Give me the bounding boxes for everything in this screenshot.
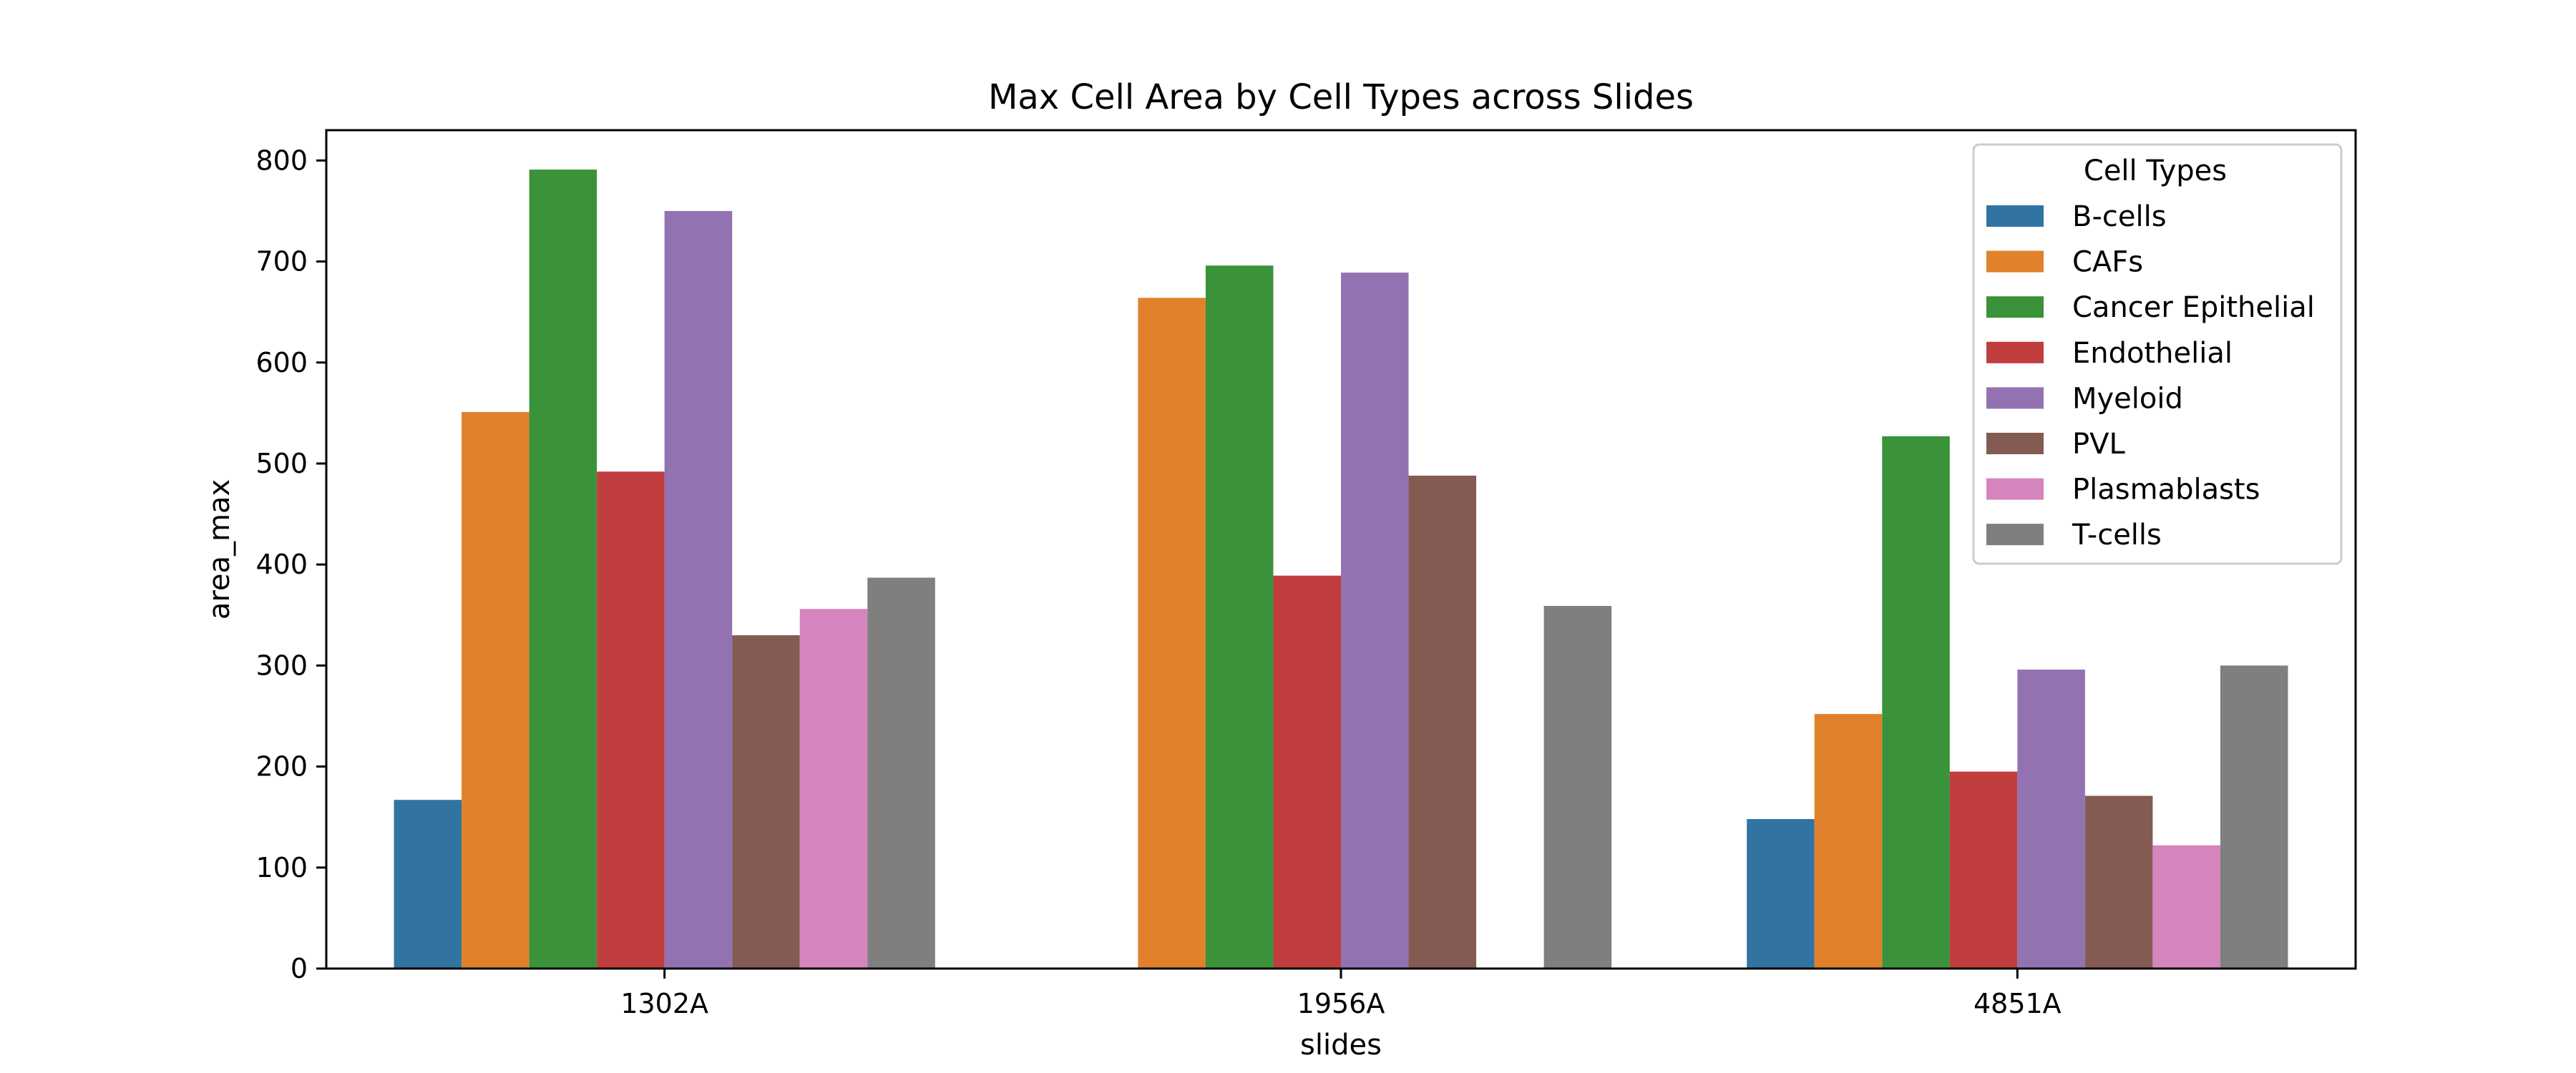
legend-label: PVL	[2072, 428, 2125, 461]
legend-swatch	[1986, 387, 2044, 409]
y-tick-label: 100	[255, 852, 308, 883]
legend-swatch	[1986, 205, 2044, 227]
legend-swatch	[1986, 478, 2044, 500]
legend-swatch	[1986, 433, 2044, 454]
legend-swatch	[1986, 250, 2044, 273]
legend-title: Cell Types	[2084, 155, 2227, 187]
bar-endothelial-1302a	[597, 471, 665, 969]
legend-box	[1972, 143, 2343, 565]
bar-endothelial-4851a	[1949, 771, 2018, 969]
legend-label: B-cells	[2072, 200, 2167, 233]
bar-b-cells-1302a	[394, 800, 462, 969]
bar-cancer-epithelial-1956a	[1205, 265, 1274, 969]
bar-myeloid-1956a	[1341, 273, 1409, 969]
bar-pvl-4851a	[2084, 795, 2153, 969]
bar-cafs-1956a	[1138, 298, 1206, 969]
bar-cancer-epithelial-1302a	[529, 170, 597, 969]
bar-t-cells-1956a	[1543, 606, 1612, 969]
legend: Cell Types B-cells CAFs Cancer Epithelial E…	[1972, 143, 2343, 565]
legend-swatch	[1986, 296, 2044, 318]
bar-myeloid-4851a	[2017, 670, 2085, 969]
chart-title: Max Cell Area by Cell Types across Slide…	[988, 77, 1694, 117]
y-tick-label: 800	[255, 144, 308, 176]
plot-frame	[325, 129, 2357, 970]
bar-myeloid-1302a	[664, 210, 733, 969]
bar-plasmablasts-1302a	[799, 609, 868, 969]
bar-pvl-1302a	[732, 635, 800, 969]
bar-plasmablasts-4851a	[2152, 845, 2220, 969]
y-tick-label: 0	[291, 953, 308, 984]
x-tick-label: 4851A	[1974, 988, 2062, 1019]
y-tick-label: 700	[255, 246, 308, 278]
bar-cafs-1302a	[462, 411, 530, 969]
x-tick-label: 1302A	[620, 988, 708, 1019]
x-axis: 1302A 1956A 4851A	[620, 969, 2062, 1019]
legend-swatch	[1986, 341, 2044, 363]
x-axis-label: slides	[1300, 1029, 1382, 1062]
bar-endothelial-1956a	[1273, 575, 1341, 969]
bar-t-cells-1302a	[867, 577, 935, 969]
y-tick-label: 600	[255, 347, 308, 378]
legend-label: Plasmablasts	[2072, 474, 2260, 506]
legend-label: T-cells	[2072, 519, 2162, 552]
legend-swatch	[1986, 524, 2044, 546]
y-tick-label: 200	[255, 751, 308, 783]
y-tick-label: 500	[255, 448, 308, 479]
x-tick-label: 1956A	[1297, 988, 1385, 1019]
bar-pvl-1956a	[1408, 475, 1477, 969]
bar-b-cells-4851a	[1747, 819, 1815, 969]
legend-label: Endothelial	[2072, 337, 2233, 370]
y-tick-label: 300	[255, 650, 308, 681]
legend-label: CAFs	[2072, 246, 2143, 279]
y-axis: 0 100 200 300 400 500 600 700 800	[255, 144, 326, 984]
bar-cafs-4851a	[1814, 714, 1883, 969]
bars-group	[394, 170, 2288, 969]
y-axis-label: area_max	[203, 479, 236, 619]
legend-label: Myeloid	[2072, 382, 2183, 415]
legend-label: Cancer Epithelial	[2072, 291, 2315, 324]
y-tick-label: 400	[255, 549, 308, 580]
bar-t-cells-4851a	[2220, 665, 2288, 969]
bar-cancer-epithelial-4851a	[1882, 436, 1950, 969]
legend-items: B-cells CAFs Cancer Epithelial Endothelial M…	[1986, 200, 2315, 552]
